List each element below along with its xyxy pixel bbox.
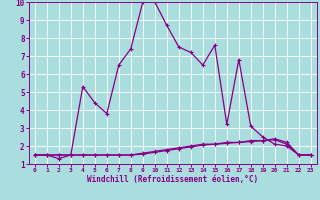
X-axis label: Windchill (Refroidissement éolien,°C): Windchill (Refroidissement éolien,°C) bbox=[87, 175, 258, 184]
